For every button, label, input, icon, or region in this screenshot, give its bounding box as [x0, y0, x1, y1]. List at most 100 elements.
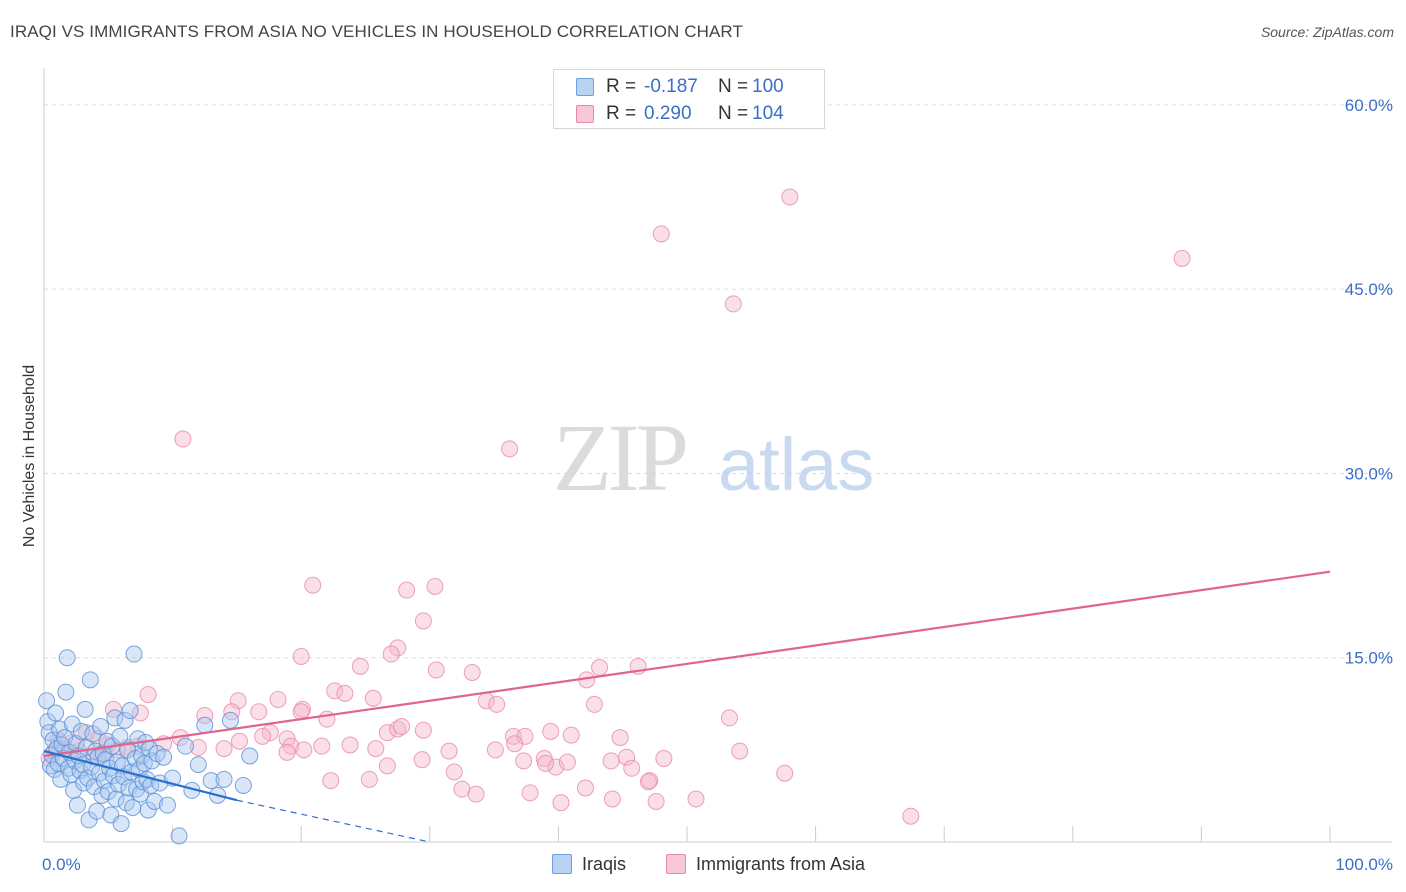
data-point: [618, 748, 636, 766]
data-point: [230, 732, 248, 750]
y-tick-label: 60.0%: [1345, 96, 1393, 115]
data-point: [174, 430, 192, 448]
data-point: [92, 718, 110, 736]
legend-r-value: 0.290: [644, 103, 692, 124]
data-point: [393, 718, 411, 736]
data-point: [453, 780, 471, 798]
data-point: [322, 772, 340, 790]
data-point: [537, 754, 555, 772]
data-point: [486, 741, 504, 759]
watermark-atlas: atlas: [718, 423, 874, 506]
data-point: [389, 639, 407, 657]
data-point: [639, 773, 657, 791]
data-point: [602, 752, 620, 770]
data-point: [318, 710, 336, 728]
watermark: ZIP atlas: [553, 404, 874, 511]
chart-title: IRAQI VS IMMIGRANTS FROM ASIA NO VEHICLE…: [10, 22, 743, 41]
data-point: [77, 724, 95, 742]
data-point: [488, 695, 506, 713]
data-point: [47, 704, 65, 722]
data-point: [189, 738, 207, 756]
data-point: [591, 659, 609, 677]
series-immigrants-from-asia: [40, 188, 1191, 825]
data-point: [467, 785, 485, 803]
y-tick-label: 45.0%: [1345, 280, 1393, 299]
data-point: [427, 661, 445, 679]
data-point: [414, 612, 432, 630]
data-point: [364, 689, 382, 707]
data-point: [440, 742, 458, 760]
data-point: [360, 770, 378, 788]
data-point: [189, 756, 207, 774]
data-point: [585, 695, 603, 713]
data-point: [202, 772, 220, 790]
data-point: [196, 716, 214, 734]
data-point: [121, 702, 139, 720]
data-point: [104, 700, 122, 718]
data-point: [687, 790, 705, 808]
legend-row-iraqis: R = -0.187 N = 100: [576, 76, 784, 98]
legend-r-label: R =: [606, 103, 637, 124]
legend-n-label: N =: [718, 76, 749, 97]
data-point: [295, 741, 313, 759]
data-point: [398, 581, 416, 599]
watermark-zip: ZIP: [553, 404, 686, 511]
series-iraqis: [38, 645, 259, 845]
data-point: [38, 692, 56, 710]
data-point: [655, 749, 673, 767]
series-legend-swatch-immigrants: [666, 854, 686, 874]
data-point: [125, 645, 143, 663]
data-point: [382, 645, 400, 663]
data-point: [176, 737, 194, 755]
data-point: [63, 715, 81, 733]
x-tick-label-min: 0.0%: [42, 855, 81, 874]
data-point: [196, 706, 214, 724]
data-point: [542, 722, 560, 740]
x-tick-label-max: 100.0%: [1335, 855, 1393, 874]
data-point: [106, 709, 124, 727]
data-point: [304, 576, 322, 594]
data-point: [731, 742, 749, 760]
legend-n-value: 100: [752, 76, 784, 97]
series-legend-swatch-iraqis: [552, 854, 572, 874]
trend-line-immigrants: [43, 570, 1331, 758]
data-point: [521, 784, 539, 802]
data-point: [506, 735, 524, 753]
data-point: [88, 802, 106, 820]
data-point: [313, 737, 331, 755]
source-label: Source: ZipAtlas.com: [1260, 24, 1394, 40]
grid-lines: [44, 104, 1392, 659]
legend-r-value: -0.187: [644, 76, 698, 97]
data-point: [221, 711, 239, 729]
data-point: [515, 752, 533, 770]
data-point: [57, 683, 75, 701]
data-point: [647, 792, 665, 810]
data-point: [223, 703, 241, 721]
data-point: [170, 827, 188, 845]
data-point: [58, 649, 76, 667]
trend-line-iraqis-extrapolated: [236, 799, 430, 843]
data-point: [215, 770, 233, 788]
data-point: [351, 657, 369, 675]
data-point: [341, 736, 359, 754]
legend-n-label: N =: [718, 103, 749, 124]
data-point: [254, 727, 272, 745]
data-point: [552, 794, 570, 812]
data-point: [250, 703, 268, 721]
legend-row-immigrants: R = 0.290 N = 104: [576, 103, 784, 125]
data-point: [426, 577, 444, 595]
data-point: [576, 779, 594, 797]
correlation-legend: R = -0.187 N = 100 R = 0.290 N = 104: [553, 69, 825, 129]
data-point: [641, 772, 659, 790]
legend-n-value: 104: [752, 103, 784, 124]
data-point: [1173, 249, 1191, 267]
data-point: [326, 682, 344, 700]
data-point: [98, 732, 116, 750]
data-point: [378, 724, 396, 742]
data-point: [139, 801, 157, 819]
data-point: [902, 807, 920, 825]
data-point: [76, 700, 94, 718]
data-point: [158, 796, 176, 814]
legend-swatch-iraqis: [576, 78, 594, 96]
